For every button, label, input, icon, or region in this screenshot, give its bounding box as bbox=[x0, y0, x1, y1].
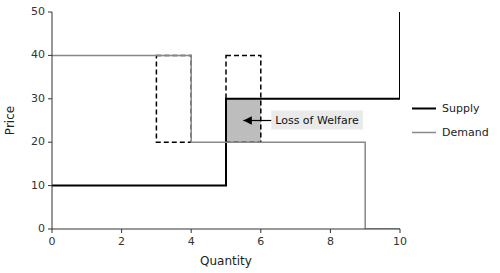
y-tick-label: 10 bbox=[31, 179, 45, 192]
chart: 0 2 4 6 8 10 0 10 20 30 40 50 Quantity Price Loss of W… bbox=[0, 0, 500, 273]
legend-swatch bbox=[412, 108, 436, 110]
legend-label: Supply bbox=[442, 102, 480, 115]
y-tick bbox=[48, 98, 52, 99]
x-tick-label: 6 bbox=[257, 235, 264, 248]
annotation: Loss of Welfare bbox=[243, 111, 363, 130]
x-tick-label: 8 bbox=[327, 235, 334, 248]
y-tick bbox=[48, 229, 52, 230]
x-tick-label: 10 bbox=[393, 235, 407, 248]
plot-area bbox=[52, 12, 400, 229]
y-axis-label: Price bbox=[3, 106, 17, 135]
x-tick-label: 2 bbox=[118, 235, 125, 248]
x-tick bbox=[400, 229, 401, 233]
y-tick bbox=[48, 55, 52, 56]
legend-label: Demand bbox=[442, 126, 489, 139]
x-tick-label: 4 bbox=[188, 235, 195, 248]
y-tick bbox=[48, 185, 52, 186]
x-axis-line bbox=[52, 229, 400, 230]
y-tick-label: 40 bbox=[31, 48, 45, 61]
y-axis-line bbox=[52, 12, 53, 229]
x-tick bbox=[260, 229, 261, 233]
y-tick-label: 20 bbox=[31, 135, 45, 148]
y-tick-label: 30 bbox=[31, 92, 45, 105]
x-axis-label: Quantity bbox=[200, 254, 252, 268]
dashed-box bbox=[156, 55, 191, 142]
series-line bbox=[52, 55, 400, 229]
x-tick-label: 0 bbox=[49, 235, 56, 248]
y-tick-label: 0 bbox=[38, 222, 45, 235]
annotation-text: Loss of Welfare bbox=[275, 114, 359, 127]
x-tick bbox=[52, 229, 53, 233]
legend-swatch bbox=[412, 132, 436, 134]
annotation-box bbox=[271, 111, 363, 130]
series-line bbox=[52, 12, 400, 186]
x-tick bbox=[330, 229, 331, 233]
legend: Supply Demand bbox=[412, 102, 489, 139]
x-tick bbox=[191, 229, 192, 233]
y-tick bbox=[48, 142, 52, 143]
axes: 0 2 4 6 8 10 0 10 20 30 40 50 bbox=[31, 5, 407, 248]
x-tick bbox=[121, 229, 122, 233]
y-tick bbox=[48, 12, 52, 13]
annotation-arrow bbox=[243, 120, 271, 121]
y-tick-label: 50 bbox=[31, 5, 45, 18]
